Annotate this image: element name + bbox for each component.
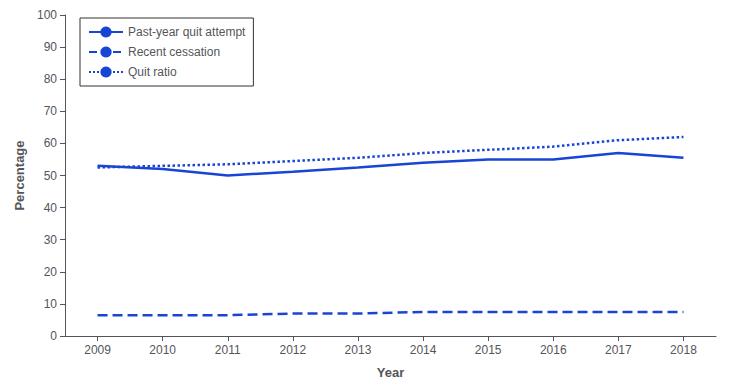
svg-text:Percentage: Percentage	[12, 140, 27, 210]
svg-text:2011: 2011	[215, 343, 241, 357]
svg-text:90: 90	[44, 40, 58, 54]
svg-text:0: 0	[50, 329, 57, 343]
svg-text:2018: 2018	[670, 343, 697, 357]
svg-text:Year: Year	[377, 365, 404, 380]
svg-text:2012: 2012	[279, 343, 306, 357]
svg-text:70: 70	[44, 104, 58, 118]
svg-text:Past-year quit attempt: Past-year quit attempt	[128, 25, 246, 39]
svg-text:30: 30	[44, 233, 58, 247]
svg-text:Recent cessation: Recent cessation	[128, 45, 220, 59]
svg-text:2016: 2016	[540, 343, 567, 357]
svg-text:60: 60	[44, 136, 58, 150]
svg-text:20: 20	[44, 265, 58, 279]
svg-text:Quit ratio: Quit ratio	[128, 65, 177, 79]
svg-text:40: 40	[44, 201, 58, 215]
svg-text:100: 100	[37, 8, 57, 22]
svg-text:2009: 2009	[84, 343, 111, 357]
svg-text:80: 80	[44, 72, 58, 86]
svg-text:50: 50	[44, 169, 58, 183]
svg-text:2010: 2010	[149, 343, 176, 357]
svg-text:2013: 2013	[345, 343, 372, 357]
svg-text:2014: 2014	[410, 343, 437, 357]
svg-text:2015: 2015	[475, 343, 502, 357]
svg-text:2017: 2017	[605, 343, 632, 357]
svg-text:10: 10	[44, 297, 58, 311]
